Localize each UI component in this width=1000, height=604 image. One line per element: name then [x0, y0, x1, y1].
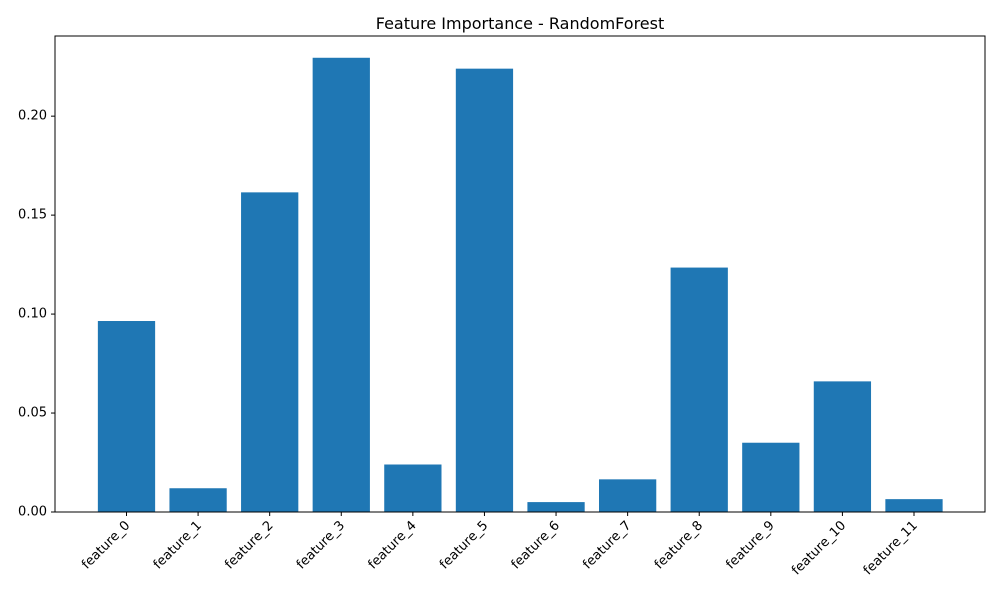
y-tick-label: 0.15 — [18, 208, 47, 223]
x-tick-label-feature_8: feature_8 — [652, 518, 706, 572]
x-tick-label-feature_3: feature_3 — [294, 518, 348, 572]
x-tick-label-feature_5: feature_5 — [437, 518, 491, 572]
bar-feature_11 — [885, 499, 943, 512]
bar-feature_8 — [670, 267, 728, 512]
bar-feature_4 — [384, 464, 442, 512]
y-tick-label: 0.05 — [18, 406, 47, 421]
x-tick-label-feature_1: feature_1 — [151, 518, 205, 572]
bar-feature_9 — [742, 442, 800, 512]
bar-feature_2 — [241, 192, 299, 513]
chart-title: Feature Importance - RandomForest — [376, 14, 665, 33]
bar-feature_10 — [813, 381, 872, 512]
x-tick-label-feature_2: feature_2 — [222, 518, 276, 572]
y-tick-label: 0.00 — [18, 505, 47, 520]
x-tick-label-feature_10: feature_10 — [789, 518, 849, 578]
x-tick-label-feature_6: feature_6 — [509, 518, 563, 572]
x-tick-label-feature_7: feature_7 — [580, 518, 634, 572]
x-tick-label-feature_11: feature_11 — [861, 518, 921, 578]
y-tick-label: 0.10 — [18, 307, 47, 322]
bar-feature_1 — [169, 488, 227, 512]
y-tick-label: 0.20 — [18, 109, 47, 124]
bar-feature_7 — [599, 479, 657, 512]
x-axis: feature_0 feature_1 feature_2 feature_3 feat… — [79, 512, 921, 578]
y-axis: 0.00 0.05 0.10 0.15 0.20 — [18, 109, 55, 520]
bar-feature_0 — [97, 321, 156, 512]
x-tick-label-feature_9: feature_9 — [723, 518, 777, 572]
bar-feature_6 — [527, 502, 585, 512]
bar-feature_5 — [455, 68, 514, 512]
x-tick-label-feature_4: feature_4 — [365, 518, 419, 572]
plot-frame — [54, 35, 986, 513]
bar-feature_3 — [312, 57, 370, 513]
bars-layer — [97, 57, 943, 513]
x-tick-label-feature_0: feature_0 — [79, 518, 133, 572]
